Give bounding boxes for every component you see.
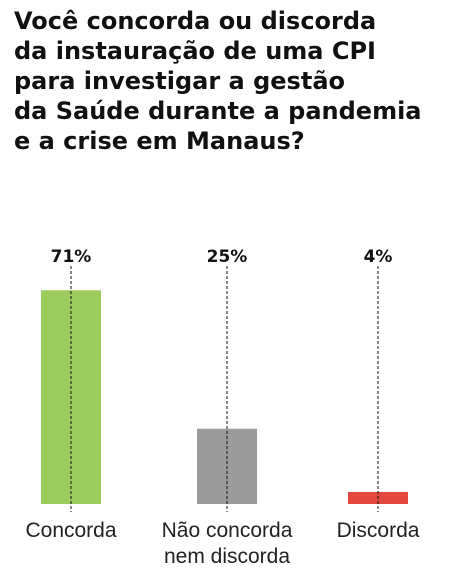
category-label: Não concorda nem discorda: [161, 519, 293, 568]
value-label: 4%: [364, 247, 393, 267]
category-label: Discorda: [336, 519, 420, 542]
title-line: da instauração de uma CPI: [14, 37, 376, 65]
chart-title: Você concorda ou discorda da instauração …: [14, 6, 454, 156]
title-line: e a crise em Manaus?: [14, 127, 305, 155]
title-line: para investigar a gestão: [14, 67, 345, 95]
title-line: Você concorda ou discorda: [14, 7, 377, 35]
value-label: 25%: [207, 247, 248, 267]
title-line: da Saúde durante a pandemia: [14, 97, 422, 125]
category-label: Concorda: [25, 519, 117, 542]
value-label: 71%: [51, 247, 92, 267]
